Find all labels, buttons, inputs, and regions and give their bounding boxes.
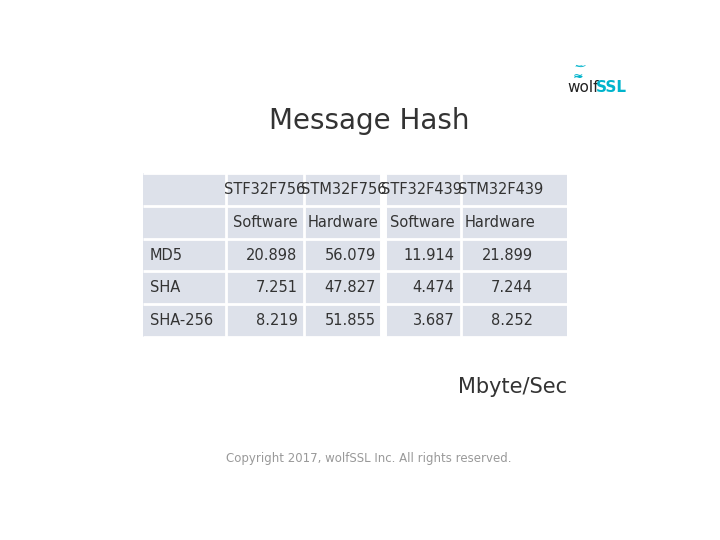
Text: 11.914: 11.914	[403, 247, 454, 262]
Text: Software: Software	[390, 215, 454, 230]
Text: (: (	[576, 63, 582, 66]
Text: STF32F756: STF32F756	[225, 182, 305, 197]
Text: 20.898: 20.898	[246, 247, 297, 262]
Text: STM32F756: STM32F756	[301, 182, 386, 197]
Text: SHA-256: SHA-256	[150, 313, 213, 328]
Text: SSL: SSL	[596, 80, 627, 95]
Text: Message Hash: Message Hash	[269, 107, 469, 135]
FancyBboxPatch shape	[143, 272, 567, 305]
Text: 47.827: 47.827	[325, 280, 376, 295]
Text: Copyright 2017, wolfSSL Inc. All rights reserved.: Copyright 2017, wolfSSL Inc. All rights …	[226, 453, 512, 465]
Text: 8.219: 8.219	[256, 313, 297, 328]
Text: Hardware: Hardware	[465, 215, 536, 230]
FancyBboxPatch shape	[143, 206, 567, 239]
Text: 21.899: 21.899	[482, 247, 533, 262]
Text: 7.244: 7.244	[491, 280, 533, 295]
Text: Hardware: Hardware	[308, 215, 379, 230]
Text: 51.855: 51.855	[325, 313, 376, 328]
Text: 8.252: 8.252	[491, 313, 533, 328]
FancyBboxPatch shape	[143, 239, 567, 272]
FancyBboxPatch shape	[143, 173, 567, 206]
Text: 7.251: 7.251	[256, 280, 297, 295]
Text: Mbyte/Sec: Mbyte/Sec	[458, 377, 567, 397]
Text: MD5: MD5	[150, 247, 183, 262]
Text: ≈̶: ≈̶	[573, 70, 583, 83]
Text: 3.687: 3.687	[413, 313, 454, 328]
Text: (: (	[576, 63, 586, 67]
Text: STM32F439: STM32F439	[458, 182, 543, 197]
Text: SHA: SHA	[150, 280, 180, 295]
Text: wolf: wolf	[567, 80, 598, 95]
FancyBboxPatch shape	[143, 305, 567, 337]
Text: 4.474: 4.474	[413, 280, 454, 295]
Text: STF32F439: STF32F439	[382, 182, 462, 197]
Text: (: (	[576, 64, 580, 66]
Text: Software: Software	[233, 215, 297, 230]
Text: 56.079: 56.079	[325, 247, 376, 262]
